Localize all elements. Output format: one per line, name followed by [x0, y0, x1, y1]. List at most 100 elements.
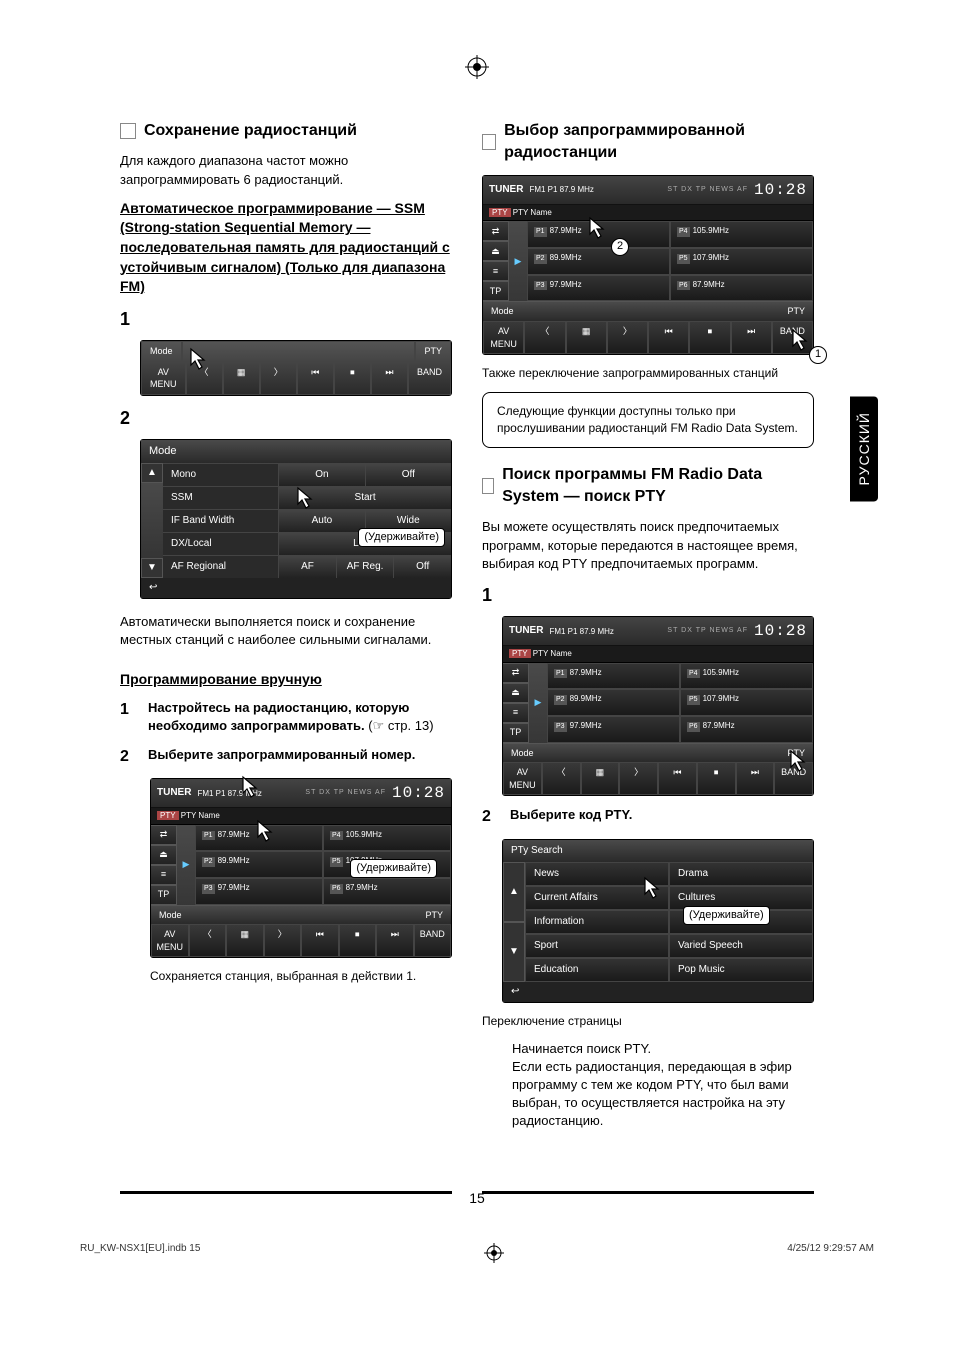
- pty-button[interactable]: PTY: [779, 744, 813, 763]
- prev-folder-button[interactable]: 〈: [524, 321, 565, 354]
- scroll-down-button[interactable]: ▼: [503, 922, 525, 982]
- preset-4[interactable]: P4105.9MHz: [670, 221, 813, 248]
- device-tuner-manual: TUNER FM1 P1 87.9 MHz ST DX TP NEWS AF 1…: [150, 778, 452, 958]
- next-folder-button[interactable]: 〉: [260, 362, 297, 395]
- list-button[interactable]: ▦: [566, 321, 607, 354]
- side-icon[interactable]: ≡: [483, 261, 509, 281]
- scroll-up-button[interactable]: ▲: [141, 463, 163, 483]
- next-folder-button[interactable]: 〉: [619, 762, 658, 795]
- stop-button[interactable]: ⏹: [697, 762, 736, 795]
- pty-drama[interactable]: Drama: [669, 862, 813, 886]
- next-track-button[interactable]: ⏭: [376, 924, 414, 957]
- side-icon[interactable]: TP: [483, 281, 509, 301]
- opt-af[interactable]: AF: [278, 556, 336, 578]
- side-icon[interactable]: ⏏: [483, 241, 509, 261]
- pty-varied-speech[interactable]: Varied Speech: [669, 934, 813, 958]
- side-icon[interactable]: TP: [503, 723, 529, 743]
- preset-1[interactable]: P187.9MHz: [195, 825, 323, 852]
- stop-button[interactable]: ⏹: [689, 321, 730, 354]
- preset-6[interactable]: P687.9MHz: [670, 275, 813, 302]
- list-button[interactable]: ▦: [223, 362, 260, 395]
- next-folder-button[interactable]: 〉: [607, 321, 648, 354]
- band-button[interactable]: BAND: [774, 762, 813, 795]
- next-folder-button[interactable]: 〉: [264, 924, 302, 957]
- side-icon[interactable]: ⏏: [151, 845, 177, 865]
- stop-button[interactable]: ⏹: [334, 362, 371, 395]
- row-afreg[interactable]: AF Regional: [163, 556, 278, 578]
- avmenu-button[interactable]: AV MENU: [503, 762, 542, 795]
- hold-callout: (Удерживайте): [358, 528, 445, 547]
- preset-1[interactable]: P187.9MHz: [547, 663, 680, 690]
- preset-5[interactable]: P5107.9MHz: [670, 248, 813, 275]
- prev-folder-button[interactable]: 〈: [189, 924, 227, 957]
- para-intro: Для каждого диапазона частот можно запро…: [120, 152, 452, 188]
- side-icon[interactable]: ⇄: [503, 663, 529, 683]
- footer-right: 4/25/12 9:29:57 AM: [787, 1243, 874, 1266]
- prev-folder-button[interactable]: 〈: [186, 362, 223, 395]
- pty-sport[interactable]: Sport: [525, 934, 669, 958]
- mode-button[interactable]: Mode: [151, 906, 190, 925]
- side-icon[interactable]: ≡: [151, 865, 177, 885]
- preset-3[interactable]: P397.9MHz: [195, 878, 323, 905]
- side-icon[interactable]: TP: [151, 885, 177, 905]
- preset-5[interactable]: P5107.9MHz: [680, 689, 813, 716]
- preset-3[interactable]: P397.9MHz: [547, 716, 680, 743]
- band-button[interactable]: BAND: [772, 321, 813, 354]
- back-button[interactable]: ↩: [141, 578, 451, 598]
- band-button[interactable]: BAND: [408, 362, 451, 395]
- list-button[interactable]: ▦: [226, 924, 264, 957]
- row-ifbw[interactable]: IF Band Width: [163, 510, 278, 532]
- avmenu-button[interactable]: AV MENU: [151, 924, 189, 957]
- opt-afreg[interactable]: AF Reg.: [336, 556, 394, 578]
- avmenu-button[interactable]: AV MENU: [483, 321, 524, 354]
- preset-3[interactable]: P397.9MHz: [527, 275, 670, 302]
- prev-track-button[interactable]: ⏮: [658, 762, 697, 795]
- pty-button[interactable]: PTY: [417, 906, 451, 925]
- side-icon[interactable]: ⏏: [503, 683, 529, 703]
- pty-pop-music[interactable]: Pop Music: [669, 958, 813, 982]
- pty-news[interactable]: News: [525, 862, 669, 886]
- side-icon[interactable]: ≡: [503, 703, 529, 723]
- pty-information[interactable]: Information: [525, 910, 669, 934]
- next-track-button[interactable]: ⏭: [736, 762, 775, 795]
- opt-auto[interactable]: Auto: [278, 510, 364, 532]
- scroll-down-button[interactable]: ▼: [141, 558, 163, 578]
- opt-off2[interactable]: Off: [393, 556, 451, 578]
- prev-folder-button[interactable]: 〈: [542, 762, 581, 795]
- preset-2[interactable]: P289.9MHz: [195, 851, 323, 878]
- prev-track-button[interactable]: ⏮: [648, 321, 689, 354]
- prev-track-button[interactable]: ⏮: [301, 924, 339, 957]
- preset-2[interactable]: P289.9MHz: [527, 248, 670, 275]
- pty-step-2: 2 Выберите код PTY.: [482, 806, 814, 828]
- back-button[interactable]: ↩: [503, 982, 813, 1002]
- row-mono[interactable]: Mono: [163, 464, 278, 486]
- band-button[interactable]: BAND: [414, 924, 452, 957]
- row-ssm[interactable]: SSM: [163, 487, 278, 509]
- preset-2[interactable]: P289.9MHz: [547, 689, 680, 716]
- side-icon[interactable]: ⇄: [151, 825, 177, 845]
- scroll-up-button[interactable]: ▲: [503, 862, 525, 922]
- preset-4[interactable]: P4105.9MHz: [323, 825, 451, 852]
- mode-button[interactable]: Mode: [141, 341, 182, 362]
- mode-button[interactable]: Mode: [483, 302, 522, 321]
- row-dxlocal[interactable]: DX/Local: [163, 533, 278, 555]
- side-icon[interactable]: ⇄: [483, 221, 509, 241]
- next-track-button[interactable]: ⏭: [371, 362, 408, 395]
- opt-on[interactable]: On: [278, 464, 364, 486]
- pty-button[interactable]: PTY: [779, 302, 813, 321]
- preset-6[interactable]: P687.9MHz: [680, 716, 813, 743]
- stop-button[interactable]: ⏹: [339, 924, 377, 957]
- list-button[interactable]: ▦: [581, 762, 620, 795]
- preset-6[interactable]: P687.9MHz: [323, 878, 451, 905]
- pty-button[interactable]: PTY: [415, 341, 451, 362]
- avmenu-button[interactable]: AV MENU: [141, 362, 186, 395]
- preset-4[interactable]: P4105.9MHz: [680, 663, 813, 690]
- opt-start[interactable]: Start: [278, 487, 451, 509]
- prev-track-button[interactable]: ⏮: [297, 362, 334, 395]
- pty-education[interactable]: Education: [525, 958, 669, 982]
- next-track-button[interactable]: ⏭: [731, 321, 772, 354]
- preset-1[interactable]: P187.9MHz: [527, 221, 670, 248]
- opt-off[interactable]: Off: [365, 464, 451, 486]
- pty-current-affairs[interactable]: Current Affairs: [525, 886, 669, 910]
- mode-button[interactable]: Mode: [503, 744, 542, 763]
